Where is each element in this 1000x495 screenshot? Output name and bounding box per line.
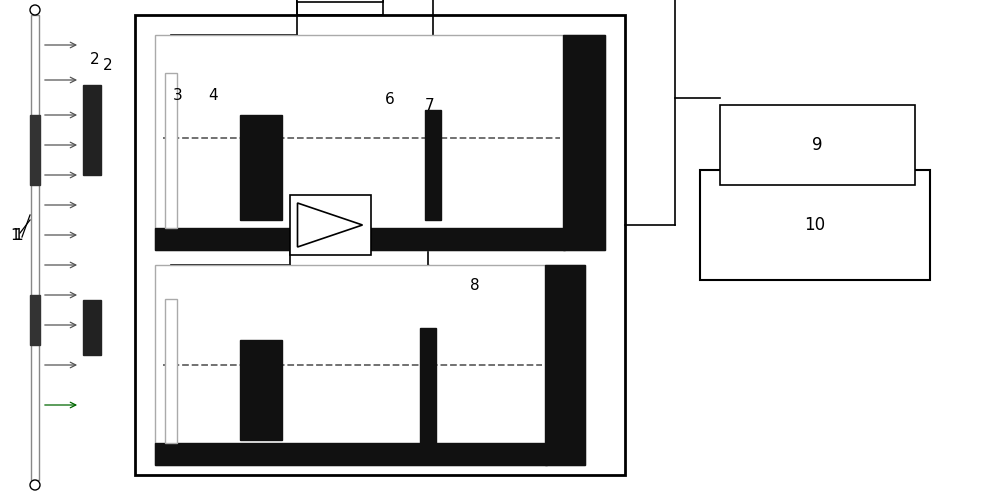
Bar <box>720 105 915 185</box>
Bar <box>165 73 177 228</box>
Bar <box>83 85 101 175</box>
Bar <box>425 110 441 220</box>
Bar <box>545 265 585 465</box>
Text: 4: 4 <box>208 88 218 102</box>
Text: 1: 1 <box>10 228 20 243</box>
Bar <box>297 0 383 2</box>
Text: 10: 10 <box>804 216 826 234</box>
Circle shape <box>30 5 40 15</box>
Text: 2: 2 <box>90 52 100 67</box>
Bar <box>155 265 585 465</box>
Bar <box>563 35 605 250</box>
Text: 9: 9 <box>812 136 823 154</box>
Bar <box>240 340 282 440</box>
Bar <box>700 170 930 280</box>
Text: 1: 1 <box>13 228 23 243</box>
Text: 7: 7 <box>425 98 435 112</box>
Bar <box>83 300 101 355</box>
Bar <box>240 115 282 220</box>
Text: 8: 8 <box>470 278 480 293</box>
Bar <box>30 115 40 185</box>
Bar <box>135 15 625 475</box>
Bar <box>155 35 605 250</box>
Polygon shape <box>298 203 362 247</box>
Bar <box>290 195 370 255</box>
Bar <box>165 299 177 443</box>
Bar <box>420 328 436 443</box>
Circle shape <box>30 480 40 490</box>
Bar <box>30 295 40 345</box>
Text: 6: 6 <box>385 93 395 107</box>
Bar <box>31 15 39 480</box>
Bar <box>155 443 547 465</box>
Text: 3: 3 <box>173 88 183 102</box>
Bar <box>155 228 565 250</box>
Text: 2: 2 <box>103 57 113 72</box>
